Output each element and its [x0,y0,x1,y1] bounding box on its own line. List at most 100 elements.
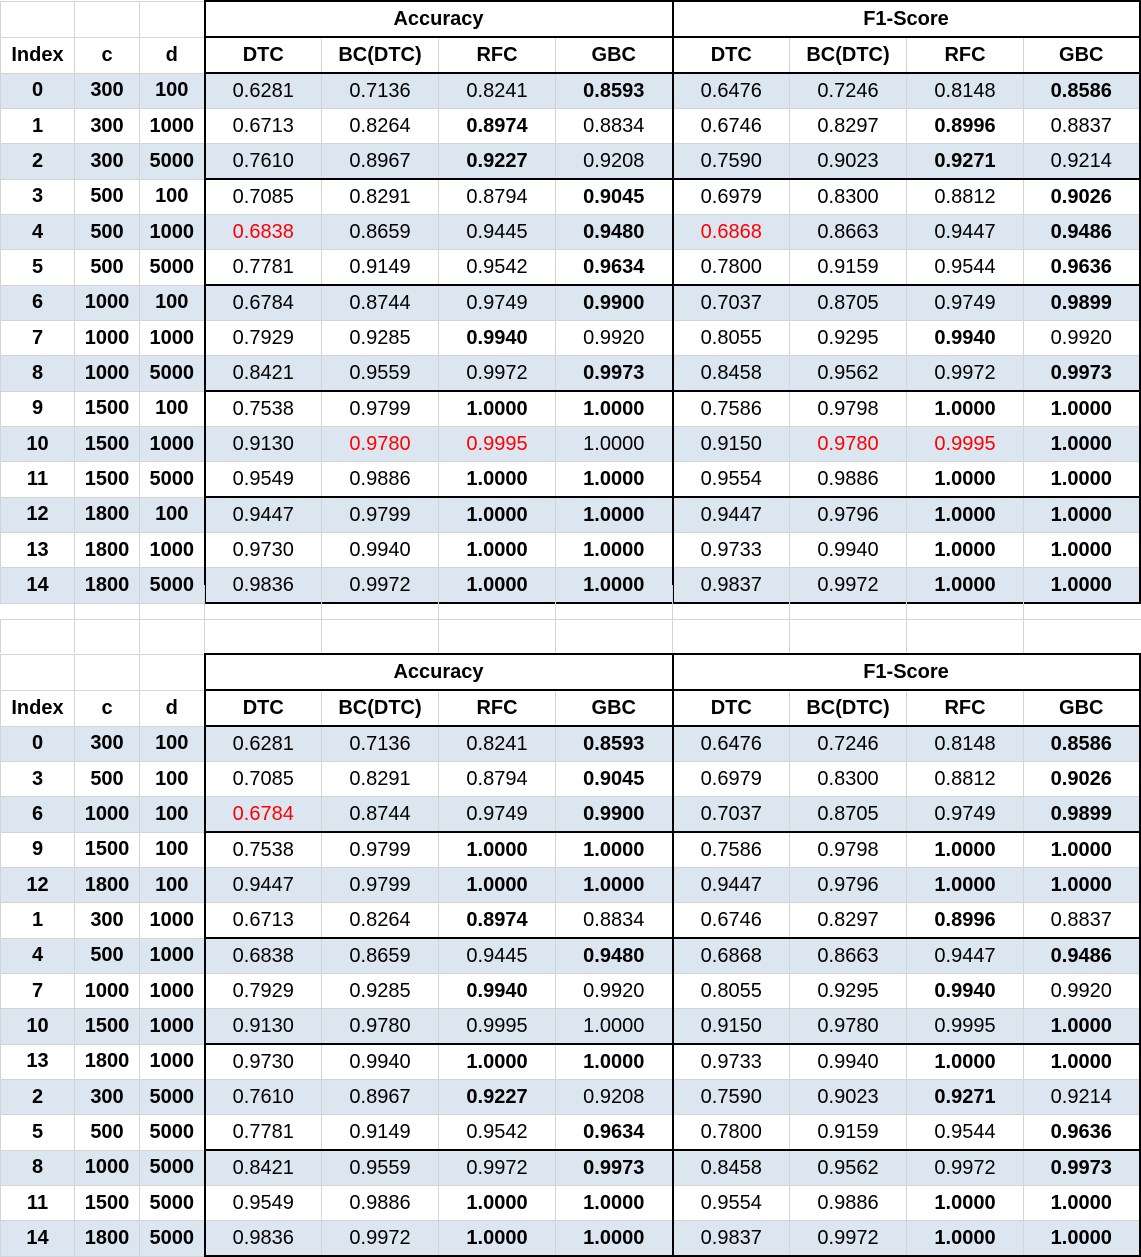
column-header: GBC [1023,689,1141,727]
d-cell: 1000 [139,532,205,568]
c-cell: 1000 [74,1149,140,1186]
value-cell: 0.9995 [906,426,1024,462]
index-cell: 8 [0,1149,75,1186]
value-cell: 0.8834 [555,108,673,144]
value-cell: 0.8996 [906,902,1024,939]
value-cell: 0.8812 [906,761,1024,797]
value-cell: 1.0000 [438,1220,556,1257]
table-row: 10 1500 1000 0.9130 0.9780 0.9995 1.0000 0.9150… [0,426,1141,462]
value-cell: 0.9940 [789,532,907,568]
c-cell: 300 [74,143,140,180]
table-row: 4 500 1000 0.6838 0.8659 0.9445 0.9480 0.6868 0.… [0,214,1141,250]
table-row: 5 500 5000 0.7781 0.9149 0.9542 0.9634 0.7800 0.… [0,1114,1141,1151]
value-cell: 0.9972 [906,355,1024,392]
value-cell: 0.7246 [789,72,907,109]
d-cell: 5000 [139,1149,205,1186]
d-cell: 1000 [139,214,205,250]
c-cell: 500 [74,761,140,797]
index-cell: 3 [0,178,75,215]
value-cell: 0.6713 [203,902,322,939]
table-row: 9 1500 100 0.7538 0.9799 1.0000 1.0000 0.7586 0.… [0,831,1141,868]
value-cell: 0.9940 [906,973,1024,1009]
value-cell: 0.9972 [438,1149,556,1186]
table-row: 1 300 1000 0.6713 0.8264 0.8974 0.8834 0.6746 0.… [0,108,1141,144]
value-cell: 0.8241 [438,72,556,109]
value-cell: 1.0000 [555,496,673,533]
value-cell: 1.0000 [555,461,673,498]
value-cell: 0.9445 [438,937,556,974]
column-header: d [139,689,205,727]
value-cell: 0.7586 [671,390,790,427]
d-cell: 5000 [139,567,205,604]
value-cell: 0.9227 [438,143,556,180]
value-cell: 1.0000 [1023,1220,1141,1257]
value-cell: 0.9150 [671,426,790,462]
value-cell: 0.9972 [789,567,907,604]
index-cell: 13 [0,1043,75,1080]
d-cell: 100 [139,178,205,215]
value-cell: 0.9972 [321,1220,439,1257]
blank-spreadsheet-rows [0,585,1141,653]
group-header-f1-score: F1-Score [671,653,1141,691]
index-cell: 8 [0,355,75,392]
value-cell: 1.0000 [1023,426,1141,462]
value-cell: 1.0000 [906,1185,1024,1221]
value-cell: 0.9023 [789,143,907,180]
value-cell: 0.8834 [555,902,673,939]
index-cell: 12 [0,867,75,903]
empty-cell [139,653,205,691]
index-cell: 10 [0,426,75,462]
d-cell: 1000 [139,320,205,356]
value-cell: 1.0000 [555,390,673,427]
value-cell: 1.0000 [555,1008,673,1045]
table-row: 13 1800 1000 0.9730 0.9940 1.0000 1.0000 0.9733… [0,532,1141,568]
column-header: RFC [906,36,1024,74]
value-cell: 0.7085 [203,178,322,215]
value-cell: 0.6746 [671,108,790,144]
value-cell: 0.9972 [321,567,439,604]
value-cell: 0.9940 [789,1043,907,1080]
value-cell: 0.9271 [906,1079,1024,1115]
d-cell: 100 [139,725,205,762]
value-cell: 1.0000 [1023,1185,1141,1221]
value-cell: 0.9159 [789,1114,907,1151]
value-cell: 1.0000 [1023,1043,1141,1080]
column-header: c [74,689,140,727]
value-cell: 0.7781 [203,1114,322,1151]
column-header: Index [0,689,75,727]
value-cell: 0.9900 [555,284,673,321]
value-cell: 0.7929 [203,973,322,1009]
value-cell: 0.8744 [321,796,439,833]
value-cell: 0.9562 [789,355,907,392]
value-cell: 1.0000 [438,567,556,604]
value-cell: 0.8291 [321,761,439,797]
value-cell: 0.6281 [203,72,322,109]
c-cell: 1000 [74,355,140,392]
value-cell: 0.9799 [321,867,439,903]
c-cell: 1800 [74,867,140,903]
value-cell: 0.9542 [438,249,556,286]
c-cell: 500 [74,249,140,286]
d-cell: 100 [139,761,205,797]
value-cell: 0.7037 [671,796,790,833]
value-cell: 0.9023 [789,1079,907,1115]
column-header: Index [0,36,75,74]
d-cell: 1000 [139,108,205,144]
value-cell: 0.9026 [1023,178,1141,215]
table-row: 6 1000 100 0.6784 0.8744 0.9749 0.9900 0.7037 0.… [0,284,1141,321]
value-cell: 0.9045 [555,178,673,215]
value-cell: 0.9445 [438,214,556,250]
column-header: RFC [438,689,556,727]
value-cell: 0.9798 [789,831,907,868]
value-cell: 0.9447 [203,496,322,533]
value-cell: 0.9796 [789,496,907,533]
value-cell: 0.8458 [671,355,790,392]
value-cell: 0.9634 [555,249,673,286]
group-header-accuracy: Accuracy [203,0,673,38]
value-cell: 1.0000 [906,867,1024,903]
value-cell: 0.9940 [321,1043,439,1080]
value-cell: 1.0000 [555,532,673,568]
results-table-by-index: Accuracy F1-Score Index c d DTC BC(DTC) RFC GBC D… [0,0,1141,604]
c-cell: 1000 [74,973,140,1009]
value-cell: 0.9227 [438,1079,556,1115]
